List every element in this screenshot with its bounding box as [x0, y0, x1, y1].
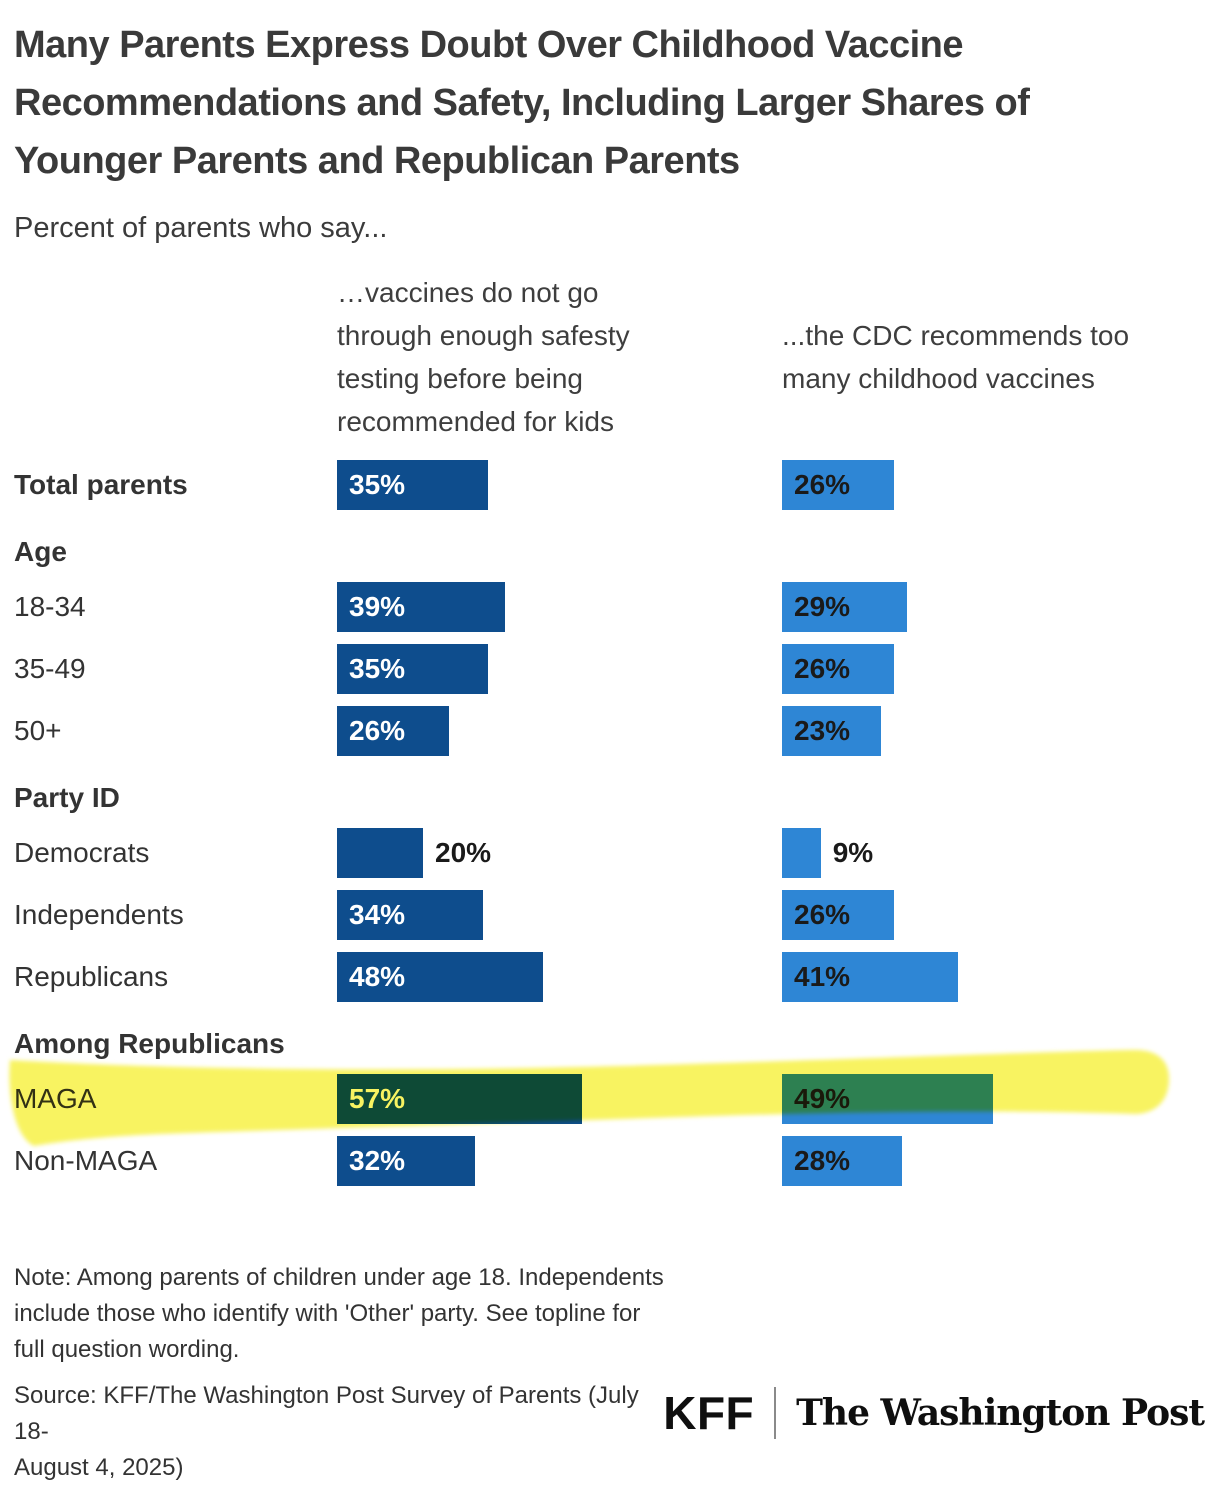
bar-value-label: 57% — [349, 1083, 406, 1114]
logo-divider — [774, 1387, 777, 1439]
title-line-1: Many Parents Express Doubt Over Childhoo… — [14, 24, 964, 66]
section-header: Party ID — [14, 782, 120, 813]
bar-value-label: 29% — [794, 591, 851, 622]
bar-value-label: 28% — [794, 1145, 851, 1176]
bar-cdc: 26% — [782, 644, 894, 694]
bar-safety: 39% — [337, 582, 505, 632]
bar-safety: 26% — [337, 706, 449, 756]
bar-safety: 35% — [337, 644, 488, 694]
washington-post-logo: The Washington Post — [796, 1392, 1205, 1434]
bar-value-label: 49% — [794, 1083, 851, 1114]
bar-cell-cdc: 26% — [782, 460, 1206, 522]
bar-cell-safety: 26% — [337, 706, 782, 768]
table-row: Non-MAGA 32% 28% — [14, 1136, 1206, 1198]
row-label: 18-34 — [14, 591, 86, 622]
page-title: Many Parents Express Doubt Over Childhoo… — [14, 16, 1206, 190]
bar-cell-safety: 57% — [337, 1074, 782, 1136]
bar-cell-safety: 34% — [337, 890, 782, 952]
table-row: 50+ 26% 23% — [14, 706, 1206, 768]
table-row: 35-49 35% 26% — [14, 644, 1206, 706]
bar-value-label: 35% — [349, 653, 406, 684]
bar-value-label: 23% — [794, 715, 851, 746]
bar-safety: 32% — [337, 1136, 475, 1186]
bar-cell-safety: 35% — [337, 460, 782, 522]
table-row: Independents 34% 26% — [14, 890, 1206, 952]
kff-logo: KFF — [663, 1387, 755, 1439]
bar-value-label: 35% — [349, 469, 406, 500]
bar-cell-cdc: 23% — [782, 706, 1206, 768]
table-row: Democrats 20% 9% — [14, 828, 1206, 890]
bar-cell-cdc: 41% — [782, 952, 1206, 1014]
bar-value-label: 41% — [794, 961, 851, 992]
table-row: Republicans 48% 41% — [14, 952, 1206, 1014]
bar-value-label: 26% — [794, 469, 851, 500]
footer-row: Source: KFF/The Washington Post Survey o… — [14, 1378, 1206, 1486]
bar-cdc: 23% — [782, 706, 881, 756]
row-label: Independents — [14, 899, 184, 930]
bar-value-label: 39% — [349, 591, 406, 622]
chart-page: Many Parents Express Doubt Over Childhoo… — [9, 16, 1206, 1481]
bar-cell-cdc: 26% — [782, 644, 1206, 706]
chart-subtitle: Percent of parents who say... — [14, 212, 388, 244]
column-header-cdc-recommends: ...the CDC recommends too many childhood… — [782, 320, 1130, 394]
bar-safety — [337, 828, 423, 878]
table-row: MAGA 57% 49% — [14, 1074, 1206, 1136]
bar-cdc: 26% — [782, 460, 894, 510]
table-row: 18-34 39% 29% — [14, 582, 1206, 644]
bar-chart-rows: Total parents 35% 26% Age 18-34 39% 29% 35-49 35… — [14, 460, 1206, 1198]
bar-value-label: 26% — [349, 715, 406, 746]
bar-cdc: 28% — [782, 1136, 903, 1186]
row-label: Democrats — [14, 837, 150, 868]
table-row: Total parents 35% 26% — [14, 460, 1206, 522]
bar-value-label: 32% — [349, 1145, 406, 1176]
bar-cell-safety: 39% — [337, 582, 782, 644]
source-text: Source: KFF/The Washington Post Survey o… — [14, 1382, 639, 1481]
bar-cell-cdc: 29% — [782, 582, 1206, 644]
bar-cell-cdc: 28% — [782, 1136, 1206, 1198]
row-label: 50+ — [14, 715, 62, 746]
bar-value-label: 26% — [794, 899, 851, 930]
bar-safety: 35% — [337, 460, 488, 510]
bar-cell-safety: 20% — [337, 828, 782, 890]
note-text: Note: Among parents of children under ag… — [14, 1264, 664, 1363]
column-header-safety-testing: …vaccines do not go through enough safes… — [337, 277, 630, 437]
column-headers: …vaccines do not go through enough safes… — [14, 271, 1206, 443]
bar-value-label: 48% — [349, 961, 406, 992]
bar-cdc: 26% — [782, 890, 894, 940]
bar-cell-safety: 32% — [337, 1136, 782, 1198]
row-label: 35-49 — [14, 653, 86, 684]
bar-safety: 34% — [337, 890, 484, 940]
title-line-3: Younger Parents and Republican Parents — [14, 140, 740, 182]
section-header: Age — [14, 536, 67, 567]
bar-cell-safety: 35% — [337, 644, 782, 706]
bar-cdc: 49% — [782, 1074, 993, 1124]
section-header: Among Republicans — [14, 1028, 285, 1059]
bar-value-label: 26% — [794, 653, 851, 684]
title-line-2: Recommendations and Safety, Including La… — [14, 82, 1030, 124]
bar-safety: 48% — [337, 952, 544, 1002]
bar-cdc — [782, 828, 821, 878]
row-label: Republicans — [14, 961, 169, 992]
bar-cell-cdc: 9% — [782, 828, 1206, 890]
bar-safety: 57% — [337, 1074, 583, 1124]
row-label: Non-MAGA — [14, 1145, 158, 1176]
row-label: MAGA — [14, 1083, 97, 1114]
bar-value-label: 34% — [349, 899, 406, 930]
logos: KFF The Washington Post — [663, 1386, 1206, 1440]
bar-value-label: 20% — [435, 837, 492, 868]
bar-cell-cdc: 49% — [782, 1074, 1206, 1136]
bar-cell-cdc: 26% — [782, 890, 1206, 952]
bar-cdc: 41% — [782, 952, 959, 1002]
bar-value-label: 9% — [832, 837, 874, 868]
bar-cell-safety: 48% — [337, 952, 782, 1014]
row-label: Total parents — [14, 469, 188, 500]
bar-cdc: 29% — [782, 582, 907, 632]
